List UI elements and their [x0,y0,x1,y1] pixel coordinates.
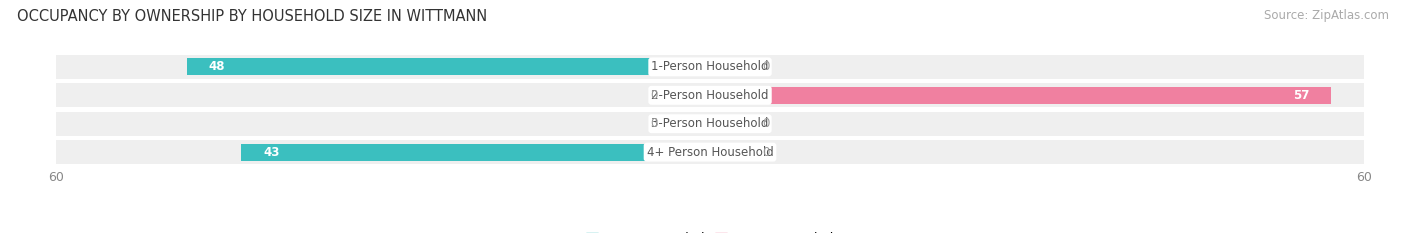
Text: Source: ZipAtlas.com: Source: ZipAtlas.com [1264,9,1389,22]
Text: 48: 48 [208,60,225,73]
Bar [710,144,754,161]
Bar [710,115,754,132]
Text: 0: 0 [762,146,769,159]
Text: OCCUPANCY BY OWNERSHIP BY HOUSEHOLD SIZE IN WITTMANN: OCCUPANCY BY OWNERSHIP BY HOUSEHOLD SIZE… [17,9,486,24]
Text: 43: 43 [263,146,280,159]
Bar [56,55,1364,79]
Bar [710,58,754,75]
Text: 0: 0 [762,117,769,130]
Legend: Owner-occupied, Renter-occupied: Owner-occupied, Renter-occupied [586,232,834,233]
Text: 0: 0 [651,89,658,102]
Bar [242,144,710,161]
Bar [56,140,1364,164]
Bar [56,83,1364,107]
Text: 3-Person Household: 3-Person Household [651,117,769,130]
Bar [56,112,1364,136]
Text: 2-Person Household: 2-Person Household [651,89,769,102]
Text: 4+ Person Household: 4+ Person Household [647,146,773,159]
Text: 0: 0 [762,60,769,73]
Text: 0: 0 [651,117,658,130]
Bar [710,87,1331,104]
Bar [666,87,710,104]
Text: 1-Person Household: 1-Person Household [651,60,769,73]
Bar [187,58,710,75]
Bar [666,115,710,132]
Text: 57: 57 [1294,89,1309,102]
